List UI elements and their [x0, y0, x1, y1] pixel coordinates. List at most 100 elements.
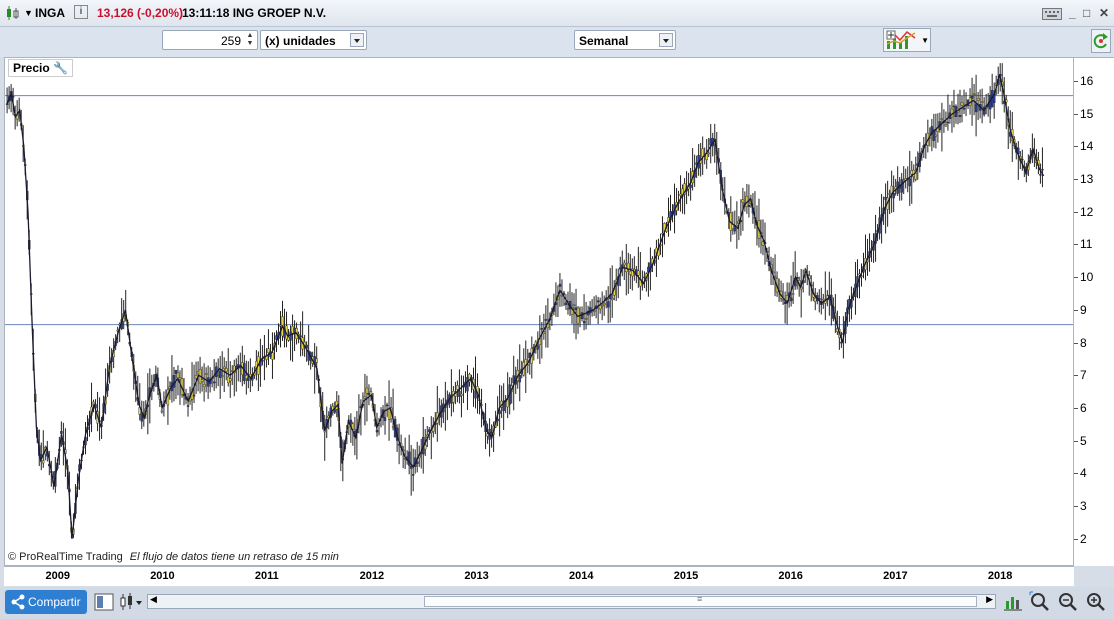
- y-tick-mark: [1074, 473, 1078, 475]
- add-indicator-button[interactable]: ▼: [883, 28, 931, 52]
- y-tick-label: 11: [1080, 237, 1093, 252]
- price-bar-body: [279, 325, 282, 327]
- price-bar-body: [460, 393, 463, 396]
- price-bar-body: [221, 375, 224, 377]
- period-label: Semanal: [579, 34, 629, 48]
- price-bar-body: [387, 408, 391, 420]
- share-label: Compartir: [28, 595, 81, 609]
- maximize-icon[interactable]: □: [1083, 6, 1091, 20]
- scrollbar-thumb[interactable]: ≡: [424, 594, 977, 607]
- price-bar-body: [689, 184, 692, 188]
- title-bar: ▼ INGA i 13,126 (-0,20%) 13:11:18 ING GR…: [0, 0, 1114, 27]
- spinner-arrows-icon[interactable]: ▲ ▼: [246, 32, 254, 47]
- share-button[interactable]: Compartir: [5, 590, 87, 614]
- chevron-down-icon[interactable]: [350, 33, 364, 47]
- price-bar-body: [741, 199, 745, 203]
- price-bar-body: [351, 423, 355, 430]
- price-bar-body: [946, 121, 950, 124]
- wrench-icon[interactable]: 🔧: [53, 61, 68, 75]
- price-bar-body: [363, 396, 367, 399]
- y-tick-mark: [1074, 80, 1078, 82]
- scroll-left-icon[interactable]: ◀: [150, 594, 157, 604]
- panel-label-text: Precio: [13, 61, 50, 75]
- price-bar-body: [261, 359, 264, 362]
- price-chart[interactable]: Precio 🔧 © ProRealTime Trading El flujo …: [4, 57, 1074, 566]
- x-tick-label: 2015: [673, 570, 699, 582]
- price-bar-body: [934, 134, 938, 137]
- price-bar-body: [502, 400, 505, 412]
- price-bar-body: [574, 307, 578, 311]
- chart-toolbar: 259 ▲ ▼ (x) unidades Semanal ▼: [0, 27, 1114, 57]
- y-tick-label: 12: [1080, 204, 1094, 219]
- bottom-bar: Compartir ◀ ≡ ▶: [0, 587, 1114, 619]
- x-tick-label: 2014: [569, 570, 594, 582]
- panel-label[interactable]: Precio 🔧: [8, 59, 73, 77]
- zoom-in-icon[interactable]: [1085, 591, 1107, 613]
- zoom-out-icon[interactable]: [1057, 591, 1079, 613]
- price-bar-body: [884, 196, 887, 200]
- price-bar-body: [900, 179, 903, 193]
- price-bar-body: [293, 327, 296, 333]
- horizontal-scrollbar[interactable]: ◀ ≡ ▶: [147, 594, 996, 609]
- y-tick-label: 4: [1080, 466, 1087, 481]
- price-bar-body: [970, 95, 974, 99]
- price-bar-body: [558, 283, 562, 287]
- chart-settings-icon[interactable]: [1003, 592, 1023, 612]
- chevron-down-icon[interactable]: [659, 33, 673, 47]
- price-bar-body: [299, 335, 302, 337]
- y-tick-mark: [1074, 440, 1078, 442]
- price-bar-body: [944, 124, 948, 127]
- x-tick-label: 2009: [45, 570, 70, 582]
- minimize-icon[interactable]: _: [1069, 6, 1076, 20]
- units-select[interactable]: (x) unidades: [260, 30, 367, 50]
- price-bar-body: [952, 105, 956, 108]
- price-bar-body: [791, 293, 795, 295]
- share-icon: [11, 594, 25, 610]
- price-bar-body: [747, 204, 751, 207]
- price-bar-body: [160, 410, 164, 413]
- price-bar-body: [1041, 168, 1044, 171]
- price-bar-body: [701, 148, 704, 157]
- ticker-label[interactable]: INGA: [35, 6, 65, 20]
- price-bar-body: [540, 328, 544, 330]
- layout-icon[interactable]: [94, 593, 114, 611]
- y-tick-mark: [1074, 113, 1078, 115]
- price-bar-body: [424, 444, 427, 450]
- info-icon[interactable]: i: [74, 5, 88, 19]
- price-bar-body: [958, 115, 962, 117]
- candlestick-style-icon[interactable]: [118, 592, 144, 612]
- period-select[interactable]: Semanal: [574, 30, 676, 50]
- refresh-icon[interactable]: [1091, 29, 1111, 53]
- units-label: (x) unidades: [265, 34, 336, 48]
- price-bar-body: [385, 404, 389, 407]
- chevron-down-icon[interactable]: ▼: [921, 36, 929, 45]
- price-bar-body: [785, 295, 789, 301]
- price-bar-body: [42, 460, 45, 464]
- y-tick-label: 8: [1080, 335, 1087, 350]
- price-bar-body: [679, 193, 682, 196]
- price-bar-body: [910, 170, 913, 175]
- price-bar-body: [584, 318, 588, 320]
- price-bar-body: [174, 370, 178, 374]
- zoom-fit-icon[interactable]: [1029, 591, 1051, 613]
- price-bar-body: [245, 375, 248, 379]
- units-input[interactable]: 259 ▲ ▼: [162, 30, 258, 50]
- y-tick-mark: [1074, 179, 1078, 181]
- price-bar-body: [606, 301, 610, 308]
- x-axis[interactable]: 2009 2010 2011 2012 2013 2014 2015 2016 2017 2018: [4, 566, 1074, 586]
- price-bar-body: [349, 419, 353, 424]
- ticker-dropdown-icon[interactable]: ▼: [24, 8, 33, 18]
- price-bar-body: [202, 384, 206, 387]
- price-bar-body: [908, 178, 911, 187]
- y-tick-mark: [1074, 244, 1078, 246]
- units-value: 259: [220, 34, 241, 48]
- scroll-right-icon[interactable]: ▶: [986, 594, 993, 604]
- price-bar-body: [411, 474, 415, 476]
- keyboard-icon[interactable]: [1042, 8, 1062, 20]
- x-tick-label: 2010: [150, 570, 175, 582]
- price-bar-body: [287, 336, 290, 341]
- y-axis[interactable]: 2 3 4 5 6 7 8 9 10 11 12 13 14 15 16: [1074, 57, 1114, 566]
- price-bar-body: [814, 297, 817, 302]
- price-bar-body: [596, 300, 600, 303]
- close-icon[interactable]: ✕: [1099, 6, 1110, 20]
